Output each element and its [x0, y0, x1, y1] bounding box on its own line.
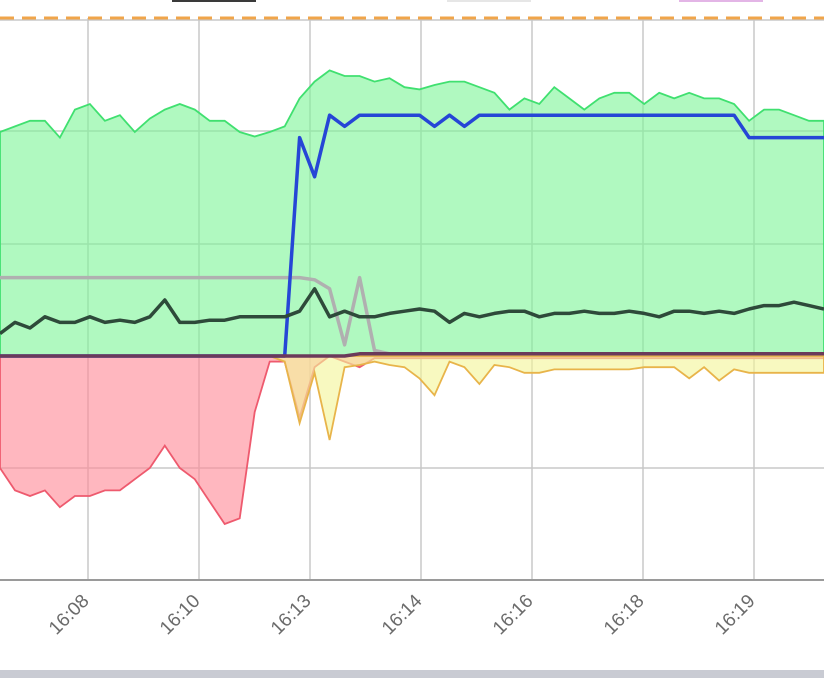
series-area-0 — [0, 69, 824, 357]
scrollbar-track[interactable] — [0, 670, 824, 678]
area-layer — [0, 69, 824, 526]
series-line-5 — [0, 287, 824, 336]
x-tick-label: 16:13 — [267, 591, 315, 639]
x-tick-label: 16:18 — [600, 591, 648, 639]
x-tick-label: 16:10 — [156, 591, 204, 639]
x-axis-ticks: 16:08 16:10 16:13 16:14 16:16 16:18 16:19 — [45, 590, 759, 639]
legend-swatch-0 — [172, 0, 256, 2]
x-tick-label: 16:19 — [711, 591, 759, 639]
x-tick-label: 16:08 — [45, 591, 93, 639]
x-tick-label: 16:16 — [489, 591, 537, 639]
legend-swatch-2 — [679, 0, 763, 2]
line-layer — [0, 113, 824, 358]
series-line-6 — [0, 352, 824, 358]
series-area-1 — [0, 354, 824, 526]
legend — [172, 0, 763, 2]
legend-swatch-1 — [447, 0, 531, 2]
x-tick-label: 16:14 — [378, 590, 427, 639]
